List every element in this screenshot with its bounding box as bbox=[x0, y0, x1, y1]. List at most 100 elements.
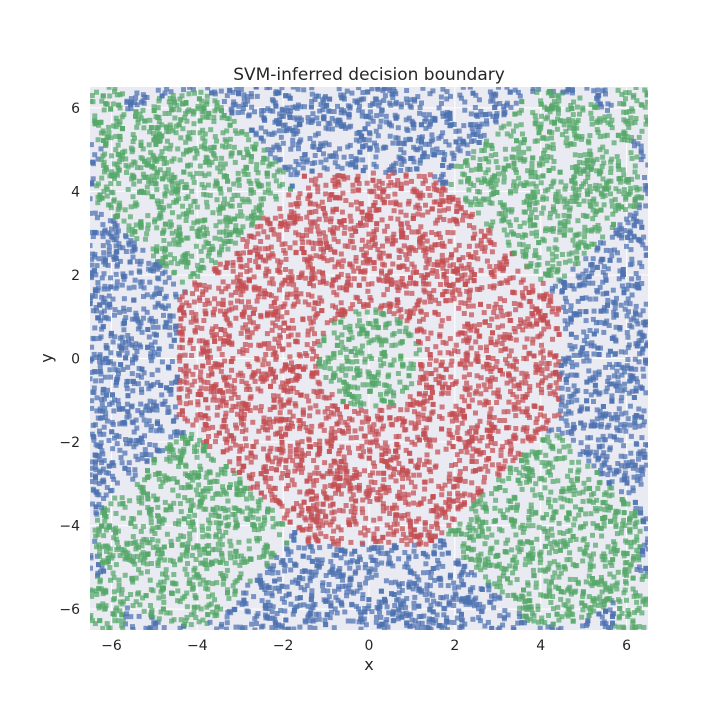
scatter-point bbox=[482, 541, 488, 547]
scatter-point bbox=[199, 415, 205, 421]
scatter-point bbox=[243, 322, 249, 328]
scatter-point bbox=[574, 249, 580, 255]
scatter-point bbox=[639, 576, 645, 582]
scatter-point bbox=[445, 206, 451, 212]
scatter-point bbox=[432, 543, 438, 549]
scatter-point bbox=[632, 462, 637, 468]
scatter-point bbox=[235, 192, 241, 198]
scatter-point bbox=[172, 115, 178, 121]
scatter-point bbox=[552, 413, 558, 419]
scatter-point bbox=[469, 125, 475, 131]
scatter-point bbox=[236, 401, 242, 407]
scatter-point bbox=[601, 437, 607, 443]
scatter-point bbox=[447, 238, 453, 244]
scatter-point bbox=[451, 262, 456, 268]
scatter-point bbox=[522, 209, 528, 215]
scatter-point bbox=[621, 134, 627, 140]
scatter-point bbox=[193, 615, 199, 620]
scatter-point bbox=[497, 584, 503, 590]
scatter-point bbox=[436, 483, 442, 489]
scatter-point bbox=[194, 442, 200, 448]
scatter-point bbox=[416, 206, 422, 212]
scatter-point bbox=[580, 107, 586, 113]
scatter-point bbox=[519, 290, 525, 296]
scatter-point bbox=[112, 366, 118, 372]
scatter-point bbox=[444, 96, 450, 102]
scatter-point bbox=[112, 495, 118, 501]
scatter-point bbox=[546, 583, 552, 589]
scatter-point bbox=[170, 487, 176, 493]
scatter-point bbox=[124, 611, 129, 617]
scatter-point bbox=[576, 512, 582, 518]
scatter-point bbox=[628, 540, 634, 545]
scatter-point bbox=[243, 590, 249, 596]
scatter-point bbox=[414, 302, 420, 308]
scatter-point bbox=[302, 587, 308, 593]
scatter-point bbox=[583, 295, 589, 301]
scatter-point bbox=[363, 515, 369, 521]
scatter-point bbox=[493, 101, 499, 107]
scatter-point bbox=[457, 625, 463, 630]
scatter-point bbox=[182, 495, 188, 501]
scatter-point bbox=[106, 124, 112, 130]
scatter-point bbox=[443, 618, 449, 624]
scatter-point bbox=[454, 615, 460, 621]
scatter-point bbox=[594, 156, 600, 162]
scatter-point bbox=[188, 203, 194, 209]
scatter-point bbox=[235, 298, 240, 304]
scatter-point bbox=[589, 340, 595, 346]
scatter-point bbox=[277, 111, 283, 117]
scatter-point bbox=[529, 210, 535, 216]
scatter-point bbox=[171, 572, 177, 577]
scatter-point bbox=[218, 368, 224, 374]
scatter-point bbox=[355, 565, 361, 571]
scatter-point bbox=[104, 187, 110, 193]
scatter-point bbox=[381, 292, 387, 298]
scatter-point bbox=[105, 230, 111, 236]
scatter-point bbox=[600, 269, 606, 275]
scatter-point bbox=[549, 286, 555, 291]
scatter-point bbox=[534, 229, 539, 235]
scatter-point bbox=[498, 308, 504, 314]
scatter-point bbox=[420, 87, 426, 91]
scatter-point bbox=[254, 613, 260, 619]
scatter-point bbox=[125, 106, 131, 112]
scatter-point bbox=[594, 168, 600, 174]
scatter-point bbox=[120, 91, 125, 97]
scatter-point bbox=[330, 209, 336, 215]
scatter-point bbox=[259, 375, 265, 381]
scatter-point bbox=[507, 451, 513, 457]
scatter-point bbox=[473, 196, 478, 202]
scatter-point bbox=[100, 544, 106, 550]
scatter-point bbox=[500, 622, 506, 628]
scatter-point bbox=[107, 367, 113, 373]
scatter-point bbox=[148, 452, 154, 458]
scatter-point bbox=[313, 442, 319, 447]
scatter-point bbox=[239, 601, 245, 607]
scatter-point bbox=[604, 385, 610, 391]
scatter-point bbox=[227, 445, 233, 451]
scatter-point bbox=[379, 426, 385, 432]
scatter-point bbox=[564, 118, 570, 124]
scatter-point bbox=[541, 413, 547, 419]
scatter-point bbox=[235, 232, 241, 238]
scatter-point bbox=[569, 431, 575, 437]
scatter-point bbox=[304, 526, 310, 532]
scatter-point bbox=[510, 458, 516, 464]
scatter-point bbox=[548, 210, 553, 216]
scatter-point bbox=[214, 197, 220, 203]
scatter-point bbox=[439, 191, 445, 197]
scatter-point bbox=[90, 618, 95, 624]
scatter-point bbox=[214, 580, 220, 586]
scatter-point bbox=[387, 525, 393, 531]
scatter-point bbox=[162, 170, 168, 176]
scatter-point bbox=[529, 230, 535, 236]
scatter-point bbox=[213, 558, 219, 564]
scatter-point bbox=[429, 410, 435, 416]
scatter-point bbox=[124, 170, 129, 175]
scatter-point bbox=[212, 235, 218, 241]
scatter-point bbox=[236, 600, 242, 606]
scatter-point bbox=[185, 393, 190, 399]
scatter-point bbox=[222, 327, 228, 333]
scatter-point bbox=[317, 254, 323, 260]
